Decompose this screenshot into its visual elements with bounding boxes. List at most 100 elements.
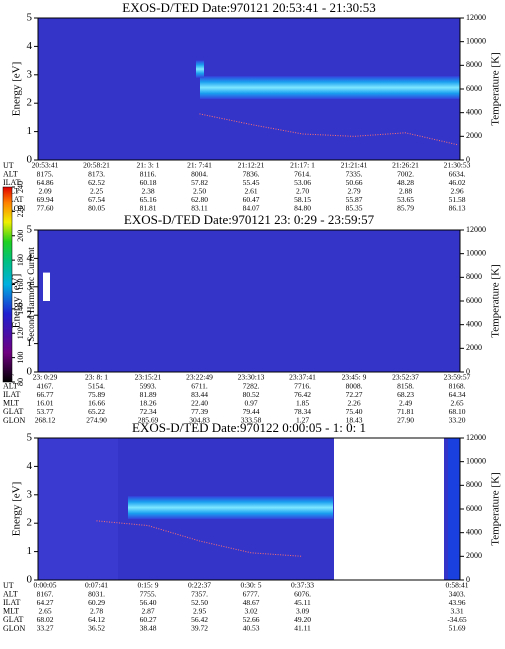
table-cell: 7002. xyxy=(397,169,414,178)
panel-title: EXOS-D/TED Date:970121 20:53:41 - 21:30:… xyxy=(122,0,375,15)
table-cell: 23:52:37 xyxy=(392,373,419,382)
table-cell: 2.96 xyxy=(450,187,463,196)
table-cell: 21:26:21 xyxy=(392,161,419,170)
table-cell: 7282. xyxy=(243,381,260,390)
table-cell: 8168. xyxy=(449,381,466,390)
row-label: ALT xyxy=(3,381,18,390)
table-cell: 84.07 xyxy=(243,204,260,213)
y2-tick-label: 8000 xyxy=(466,272,482,281)
table-cell: 51.69 xyxy=(449,624,466,633)
table-cell: 48.28 xyxy=(397,178,414,187)
table-cell: 56.40 xyxy=(140,598,157,607)
table-cell: 2.61 xyxy=(244,187,257,196)
table-cell: 3.31 xyxy=(450,607,463,616)
row-label: GLAT xyxy=(3,407,24,416)
row-label: MLT xyxy=(3,607,19,616)
table-cell: 55.45 xyxy=(243,178,260,187)
y2-tick-label: 4000 xyxy=(466,319,482,328)
table-cell: 23:45: 9 xyxy=(342,373,367,382)
table-cell: 40.53 xyxy=(243,624,260,633)
colorbar xyxy=(2,186,13,383)
colorbar-tick-label: 240 xyxy=(16,181,25,193)
y-tick-label: 4 xyxy=(27,252,33,264)
table-cell: 64.86 xyxy=(37,178,54,187)
table-cell: 21: 3: 1 xyxy=(137,161,160,170)
table-cell: 7755. xyxy=(140,589,157,598)
table-cell: 64.34 xyxy=(449,390,466,399)
table-cell: 52.50 xyxy=(191,598,208,607)
table-cell: 8004. xyxy=(191,169,208,178)
table-cell: 5154. xyxy=(88,381,105,390)
table-cell: 0:15: 9 xyxy=(137,581,158,590)
table-cell: 66.77 xyxy=(37,390,54,399)
row-label: GLAT xyxy=(3,615,24,624)
table-cell: 64.12 xyxy=(88,615,105,624)
row-label: ALT xyxy=(3,589,18,598)
table-cell: 285.69 xyxy=(138,416,159,425)
no-data-area xyxy=(334,438,444,580)
table-cell: 274.90 xyxy=(86,416,107,425)
table-cell: 52.66 xyxy=(243,615,260,624)
table-cell: 79.44 xyxy=(243,407,260,416)
y2-tick-label: 10000 xyxy=(466,456,486,465)
table-cell: 4167. xyxy=(37,381,54,390)
table-cell: 78.34 xyxy=(294,407,311,416)
table-cell: 8031. xyxy=(88,589,105,598)
y2-tick-label: 12000 xyxy=(466,13,486,22)
table-cell: 75.40 xyxy=(346,407,363,416)
row-label: UT xyxy=(3,161,14,170)
table-cell: 45.11 xyxy=(294,598,311,607)
y-tick-label: 3 xyxy=(27,68,33,80)
table-cell: 53.77 xyxy=(37,407,54,416)
table-cell: 60.29 xyxy=(88,598,105,607)
table-cell: 68.02 xyxy=(37,615,54,624)
table-cell: 23:15:21 xyxy=(135,373,162,382)
table-cell: 8158. xyxy=(397,381,414,390)
table-cell: 85.79 xyxy=(397,204,414,213)
y-tick-label: 0 xyxy=(27,154,33,166)
table-cell: 80.52 xyxy=(243,390,260,399)
y-tick-label: 1 xyxy=(27,125,33,137)
y-tick-label: 5 xyxy=(27,12,33,24)
table-cell: 48.67 xyxy=(243,598,260,607)
table-cell: 0:30: 5 xyxy=(240,581,261,590)
y-tick-label: 3 xyxy=(27,280,33,292)
table-cell: 6076. xyxy=(294,589,311,598)
temperature-line xyxy=(96,520,303,557)
table-cell: 8175. xyxy=(37,169,54,178)
table-cell: 20:58:21 xyxy=(83,161,110,170)
row-label: ALT xyxy=(3,169,18,178)
y2-tick-label: 6000 xyxy=(466,84,482,93)
table-cell: 21:30:53 xyxy=(444,161,471,170)
y2-tick-label: 6000 xyxy=(466,296,482,305)
table-cell: 67.54 xyxy=(88,195,105,204)
table-cell: 86.13 xyxy=(449,204,466,213)
table-cell: 75.89 xyxy=(88,390,105,399)
table-cell: -34.65 xyxy=(447,615,467,624)
table-cell: 16.66 xyxy=(88,399,105,408)
table-cell: 7716. xyxy=(294,381,311,390)
table-cell: 21: 7:41 xyxy=(187,161,212,170)
y-tick-label: 4 xyxy=(27,460,33,472)
table-cell: 77.60 xyxy=(37,204,54,213)
y-tick-label: 1 xyxy=(27,337,33,349)
table-cell: 46.02 xyxy=(449,178,466,187)
table-cell: 85.35 xyxy=(346,204,363,213)
y2-tick-label: 4000 xyxy=(466,527,482,536)
y2-tick-label: 2000 xyxy=(466,551,482,560)
panel-title: EXOS-D/TED Date:970121 23: 0:29 - 23:59:… xyxy=(124,212,375,227)
table-cell: 0:58:41 xyxy=(446,581,469,590)
table-cell: 8008. xyxy=(346,381,363,390)
table-cell: 71.81 xyxy=(397,407,414,416)
y2-tick-label: 6000 xyxy=(466,504,482,513)
table-cell: 2.87 xyxy=(141,607,154,616)
table-cell: 56.42 xyxy=(191,615,208,624)
table-cell: 0:37:33 xyxy=(291,581,314,590)
table-cell: 2.95 xyxy=(193,607,206,616)
no-data-area xyxy=(38,438,118,580)
table-cell: 7836. xyxy=(243,169,260,178)
table-cell: 6634. xyxy=(449,169,466,178)
table-cell: 55.87 xyxy=(346,195,363,204)
table-cell: 33.20 xyxy=(449,416,466,425)
